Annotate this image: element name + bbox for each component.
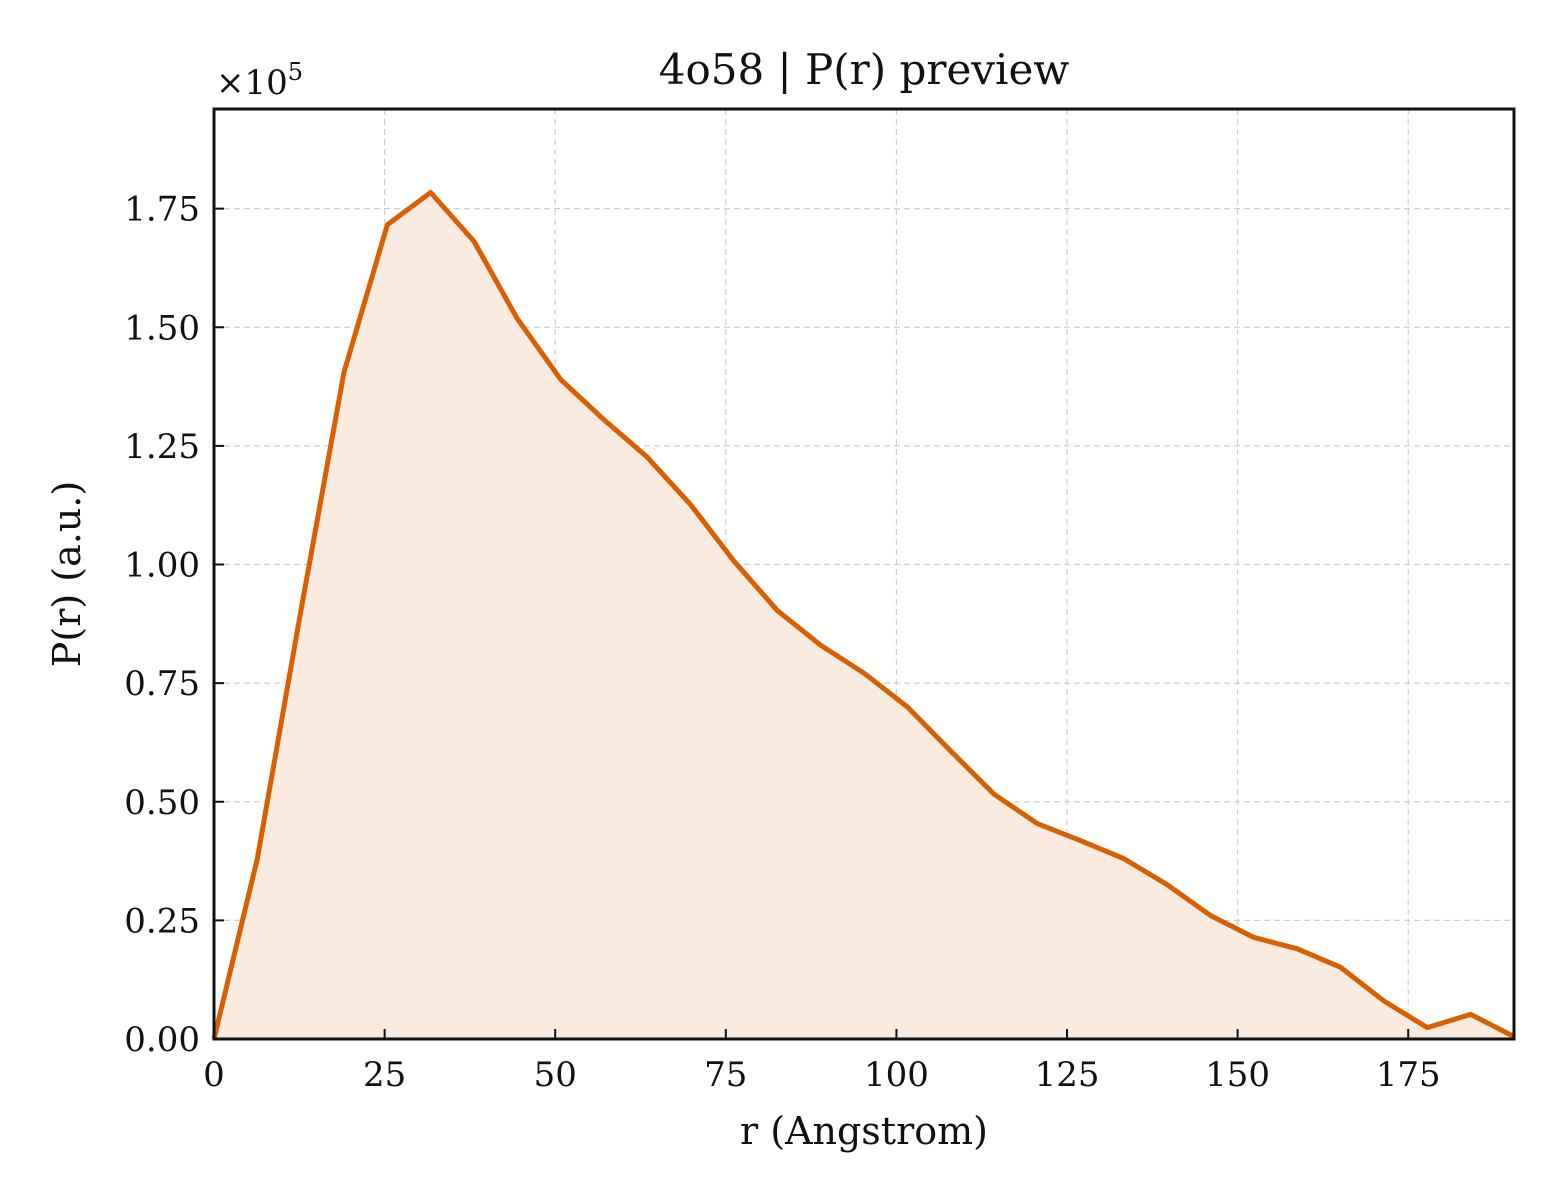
data-point	[1208, 913, 1213, 918]
pr-area-fill	[214, 192, 1514, 1039]
x-tick-label: 75	[704, 1055, 747, 1095]
data-point	[1035, 821, 1040, 826]
x-tick-label: 125	[1035, 1055, 1100, 1095]
y-tick-label: 0.25	[124, 901, 200, 941]
data-point	[732, 559, 737, 564]
data-point	[1165, 882, 1170, 887]
y-tick-label: 0.00	[124, 1020, 200, 1060]
data-point	[688, 502, 693, 507]
data-point	[602, 417, 607, 422]
x-tick-label: 100	[864, 1055, 929, 1095]
data-point	[1382, 999, 1387, 1004]
y-tick-label: 1.00	[124, 546, 200, 586]
data-point	[1468, 1012, 1473, 1017]
data-point	[1425, 1025, 1430, 1030]
data-point	[775, 608, 780, 613]
y-tick-label: 0.50	[124, 783, 200, 823]
data-point	[472, 239, 477, 244]
data-point	[1295, 946, 1300, 951]
data-point	[992, 792, 997, 797]
data-point	[645, 455, 650, 460]
y-tick-label: 1.50	[124, 308, 200, 348]
tick-layer: 0 25 50 75 100 125 150 175 0.00 0.25 0.50 0.75 1.00 1…	[124, 190, 1440, 1095]
x-axis-label: r (Angstrom)	[740, 1109, 988, 1153]
y-scale-base: ×10	[216, 63, 288, 103]
plot-frame	[212, 107, 1516, 1041]
data-point	[948, 748, 953, 753]
x-tick-label: 175	[1376, 1055, 1441, 1095]
data-point	[1338, 965, 1343, 970]
data-point	[1122, 856, 1127, 861]
x-tick-label: 150	[1205, 1055, 1270, 1095]
data-point	[818, 643, 823, 648]
data-point	[515, 316, 520, 321]
data-point	[862, 671, 867, 676]
pr-series-line	[211, 190, 1516, 1040]
y-axis-label: P(r) (a.u.)	[45, 481, 89, 667]
data-point	[255, 856, 260, 861]
chart-title: 4o58 | P(r) preview	[659, 45, 1070, 94]
data-point	[428, 190, 433, 195]
y-tick-label: 1.75	[124, 190, 200, 230]
x-tick-label: 0	[203, 1055, 225, 1095]
data-point	[1252, 935, 1257, 940]
data-point	[298, 609, 303, 614]
data-point	[342, 370, 347, 375]
y-scale-multiplier: ×105	[216, 58, 303, 103]
data-point	[558, 377, 563, 382]
x-tick-label: 25	[363, 1055, 406, 1095]
data-point	[905, 704, 910, 709]
data-point	[385, 222, 390, 227]
y-tick-label: 1.25	[124, 427, 200, 467]
y-tick-label: 0.75	[124, 664, 200, 704]
data-point	[1078, 838, 1083, 843]
x-tick-label: 50	[534, 1055, 577, 1095]
y-scale-exponent: 5	[288, 58, 303, 86]
